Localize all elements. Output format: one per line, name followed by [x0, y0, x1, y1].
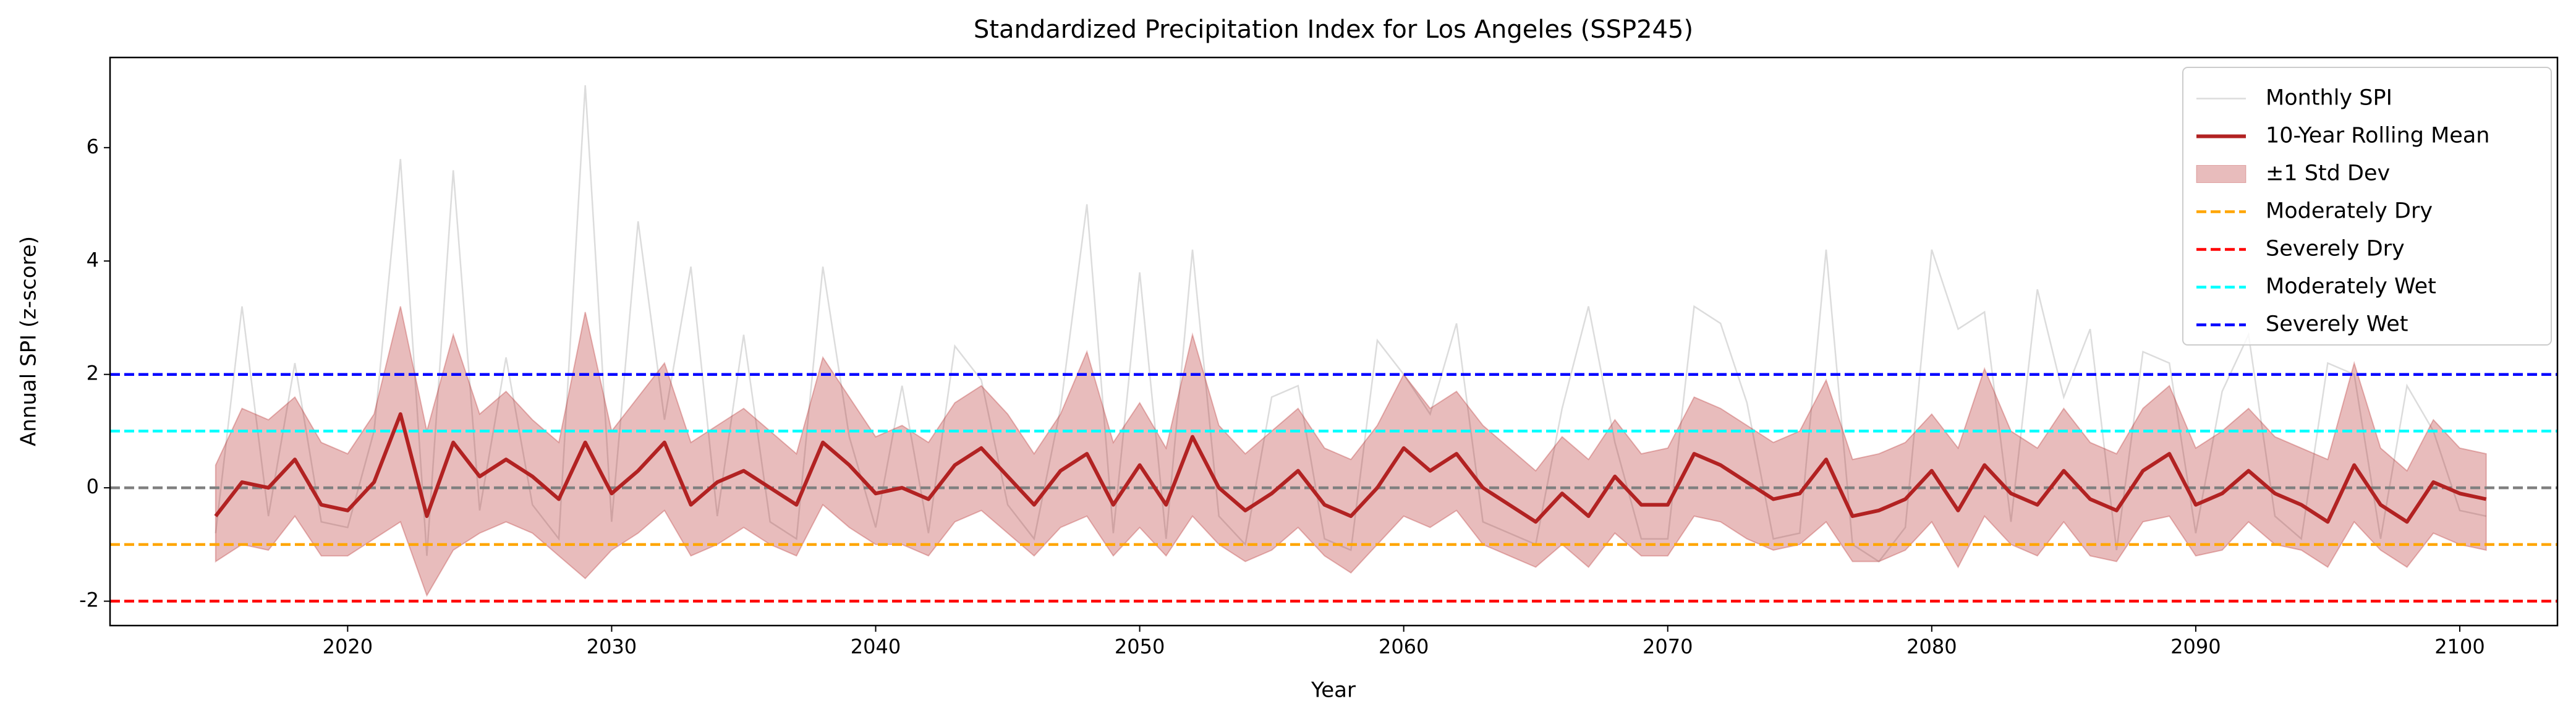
legend-box: [2182, 67, 2552, 346]
y-tick-label: -2: [79, 588, 99, 612]
x-tick-label: 2040: [851, 635, 901, 658]
x-tick-label: 2020: [323, 635, 373, 658]
series-line: [214, 412, 2487, 524]
chart-title: Standardized Precipitation Index for Los…: [974, 15, 1693, 44]
std-band: [215, 306, 2487, 597]
y-tick-label: 4: [87, 248, 99, 271]
monthly-line: [215, 85, 2486, 563]
legend-label: ±1 Std Dev: [2266, 161, 2390, 186]
x-axis-label: Year: [1311, 678, 1356, 703]
legend-label: Moderately Wet: [2266, 274, 2436, 299]
x-tick-label: 2070: [1643, 635, 1693, 658]
x-tick-label: 2060: [1379, 635, 1429, 658]
y-axis-label: Annual SPI (z-score): [17, 236, 41, 446]
x-tick-label: 2050: [1115, 635, 1165, 658]
plot-area: [110, 85, 2557, 603]
legend-label: Severely Wet: [2266, 312, 2408, 337]
legend-label: Moderately Dry: [2266, 199, 2433, 224]
x-tick-label: 2030: [587, 635, 637, 658]
legend-swatch: [2196, 165, 2247, 183]
y-tick-label: 6: [87, 135, 99, 158]
x-tick-label: 2100: [2434, 635, 2485, 658]
legend-label: Severely Dry: [2266, 237, 2405, 261]
legend: Monthly SPI 10-Year Rolling Mean ±1 Std De…: [2182, 67, 2552, 346]
y-tick-label: 2: [87, 362, 99, 385]
y-tick-label: 0: [87, 475, 99, 498]
x-tick-label: 2090: [2170, 635, 2221, 658]
axes-frame: [109, 56, 2559, 627]
legend-label: Monthly SPI: [2266, 86, 2392, 111]
legend-label: 10-Year Rolling Mean: [2266, 124, 2489, 148]
x-tick-label: 2080: [1906, 635, 1957, 658]
